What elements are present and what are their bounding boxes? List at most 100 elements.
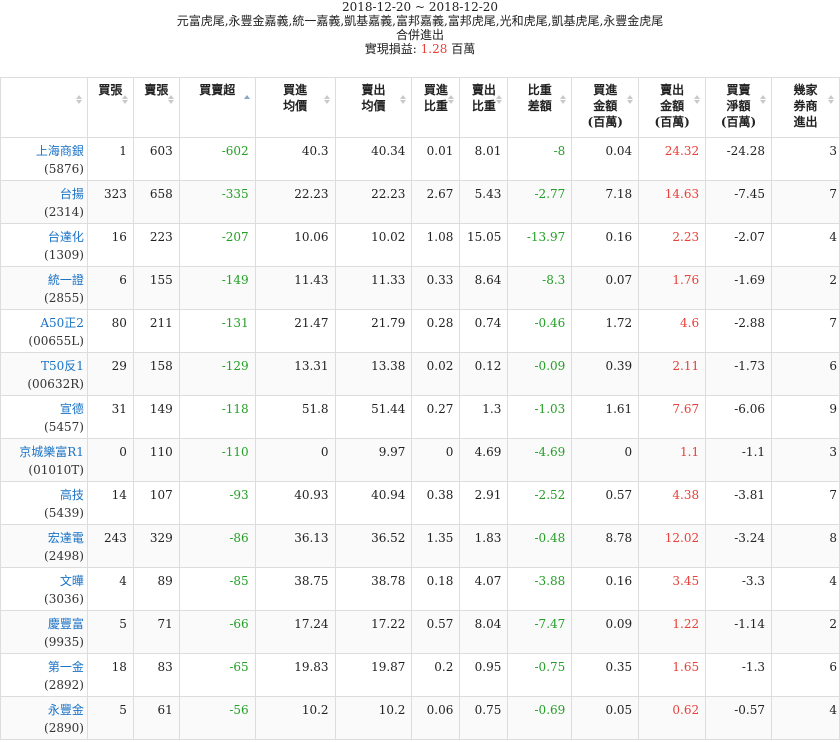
stock-code: (2890) xyxy=(44,721,84,735)
sort-icon[interactable] xyxy=(121,94,129,105)
column-header-name[interactable] xyxy=(0,77,88,138)
stock-name-link[interactable]: 第一金 xyxy=(47,660,84,674)
stock-cell: 台揚 (2314) xyxy=(0,180,88,224)
stock-code: (2892) xyxy=(44,678,84,692)
cell-buy: 5 xyxy=(86,610,134,654)
cell-net: -129 xyxy=(178,352,256,396)
sort-down-arrow-icon xyxy=(448,100,455,104)
cell-net-amt: -2.88 xyxy=(705,309,773,353)
stock-name-link[interactable]: 高技 xyxy=(59,488,84,502)
cell-buy-avg: 40.93 xyxy=(254,481,336,525)
sort-icon[interactable] xyxy=(828,94,835,105)
table-row: 慶豐富 (9935) 5 71 -66 17.24 17.22 0.57 8.04 -7.47 0.… xyxy=(0,610,840,654)
column-header-brokers[interactable]: 幾家 券商 進出 xyxy=(771,77,840,138)
column-header-sell_ratio[interactable]: 賣出 比重 xyxy=(459,77,509,138)
sort-icon[interactable] xyxy=(400,94,407,105)
cell-sell-ratio: 8.04 xyxy=(459,610,509,654)
cell-sell-amt: 4.6 xyxy=(638,309,707,353)
stock-name-link[interactable]: 台揚 xyxy=(59,187,84,201)
cell-buy-avg: 40.3 xyxy=(254,137,336,181)
column-header-label: 比重 xyxy=(423,99,448,113)
sort-up-arrow-icon xyxy=(323,95,330,99)
cell-sell: 107 xyxy=(132,481,180,525)
table-row: 宏達電 (2498) 243 329 -86 36.13 36.52 1.35 1.83 -0.4… xyxy=(0,524,840,568)
sort-down-arrow-icon xyxy=(75,100,82,104)
cell-ratio-diff: -2.52 xyxy=(507,481,573,525)
column-header-buy_amt[interactable]: 買進 金額 (百萬) xyxy=(571,77,640,138)
cell-buy: 29 xyxy=(86,352,134,396)
sort-icon[interactable] xyxy=(560,94,567,105)
stock-cell: 高技 (5439) xyxy=(0,481,88,525)
sort-icon[interactable] xyxy=(75,94,83,105)
sort-down-arrow-icon xyxy=(243,100,250,104)
stock-name-link[interactable]: 永豐金 xyxy=(47,703,84,717)
stock-name-link[interactable]: 統一證 xyxy=(47,273,84,287)
column-header-buy_ratio[interactable]: 買進 比重 xyxy=(411,77,461,138)
cell-net-amt: -1.69 xyxy=(705,266,773,310)
column-header-net[interactable]: 買賣超 xyxy=(178,77,256,138)
cell-sell-amt: 2.11 xyxy=(638,352,707,396)
table-row: 文曄 (3036) 4 89 -85 38.75 38.78 0.18 4.07 -3.88 0.1… xyxy=(0,567,840,611)
stock-name-link[interactable]: 上海商銀 xyxy=(35,144,84,158)
sort-icon[interactable] xyxy=(496,94,503,105)
realized-pnl-label: 實現損益: xyxy=(364,42,417,56)
table-row: 台揚 (2314) 323 658 -335 22.23 22.23 2.67 5.43 -2.7… xyxy=(0,180,840,224)
stock-name-link[interactable]: 慶豐富 xyxy=(47,617,84,631)
sort-up-arrow-icon xyxy=(75,95,82,99)
table-body: 上海商銀 (5876) 1 603 -602 40.3 40.34 0.01 8.01 -8 0.0… xyxy=(0,137,840,740)
column-header-ratio_diff[interactable]: 比重 差額 xyxy=(507,77,573,138)
cell-buy-amt: 0.16 xyxy=(571,223,640,267)
realized-pnl: 實現損益: 1.28 百萬 xyxy=(0,42,840,56)
sort-down-arrow-icon xyxy=(560,100,567,104)
column-header-net_amt[interactable]: 買賣 淨額 (百萬) xyxy=(705,77,773,138)
sort-icon[interactable] xyxy=(760,94,767,105)
cell-buy: 31 xyxy=(86,395,134,439)
stock-cell: 文曄 (3036) xyxy=(0,567,88,611)
cell-buy-ratio: 0.28 xyxy=(411,309,461,353)
sort-ascending-icon[interactable] xyxy=(243,94,251,105)
broker-trades-table: 買張 賣張 買賣超 買進 均價 賣出 均價 買進 比重 賣出 比重 比重 差額 買進 金額 (百萬) 賣出 金額(… xyxy=(0,77,840,740)
cell-net: -56 xyxy=(178,696,256,740)
stock-name-link[interactable]: 宣德 xyxy=(59,402,84,416)
cell-net-amt: -1.73 xyxy=(705,352,773,396)
stock-code: (5457) xyxy=(44,420,84,434)
cell-buy: 18 xyxy=(86,653,134,697)
cell-net-amt: -24.28 xyxy=(705,137,773,181)
column-header-label: 均價 xyxy=(361,99,386,113)
stock-name-link[interactable]: T50反1 xyxy=(41,359,84,373)
date-range: 2018-12-20 ~ 2018-12-20 xyxy=(341,0,499,14)
sort-icon[interactable] xyxy=(627,94,634,105)
cell-buy-ratio: 0.02 xyxy=(411,352,461,396)
cell-brokers: 8 xyxy=(771,524,840,568)
cell-buy-avg: 11.43 xyxy=(254,266,336,310)
stock-name-link[interactable]: A50正2 xyxy=(40,316,84,330)
cell-buy: 0 xyxy=(86,438,134,482)
cell-net: -131 xyxy=(178,309,256,353)
sort-down-arrow-icon xyxy=(167,100,174,104)
cell-brokers: 3 xyxy=(771,137,840,181)
cell-sell-avg: 10.02 xyxy=(334,223,413,267)
cell-net: -335 xyxy=(178,180,256,224)
sort-icon[interactable] xyxy=(323,94,331,105)
cell-buy-avg: 10.06 xyxy=(254,223,336,267)
stock-code: (00632R) xyxy=(27,377,84,391)
stock-code: (2314) xyxy=(44,205,84,219)
stock-name-link[interactable]: 宏達電 xyxy=(47,531,84,545)
cell-net-amt: -1.14 xyxy=(705,610,773,654)
column-header-sell_avg[interactable]: 賣出 均價 xyxy=(334,77,413,138)
sort-icon[interactable] xyxy=(448,94,455,105)
column-header-buy[interactable]: 買張 xyxy=(86,77,134,138)
sort-icon[interactable] xyxy=(694,94,701,105)
stock-name-link[interactable]: 台達化 xyxy=(47,230,84,244)
cell-sell-avg: 17.22 xyxy=(334,610,413,654)
column-header-sell[interactable]: 賣張 xyxy=(132,77,180,138)
stock-name-link[interactable]: 京城樂富R1 xyxy=(19,445,84,459)
column-header-buy_avg[interactable]: 買進 均價 xyxy=(254,77,336,138)
sort-icon[interactable] xyxy=(167,94,175,105)
column-header-sell_amt[interactable]: 賣出 金額 (百萬) xyxy=(638,77,707,138)
stock-name-link[interactable]: 文曄 xyxy=(59,574,84,588)
cell-buy-avg: 17.24 xyxy=(254,610,336,654)
cell-ratio-diff: -13.97 xyxy=(507,223,573,267)
cell-sell: 71 xyxy=(132,610,180,654)
cell-brokers: 4 xyxy=(771,696,840,740)
